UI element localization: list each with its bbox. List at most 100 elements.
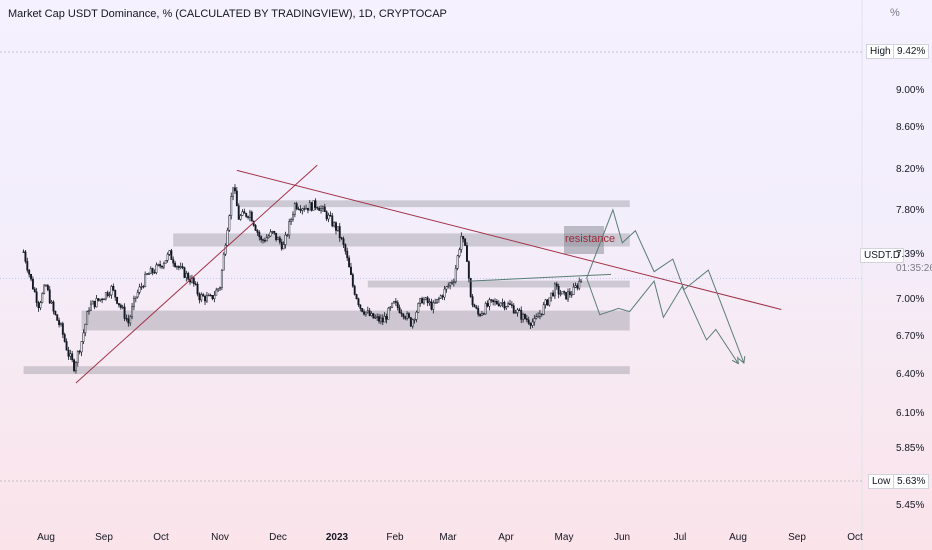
candle-body [170, 250, 173, 260]
candle-body [510, 304, 513, 306]
candle-body [378, 316, 380, 322]
candle-body [50, 301, 53, 304]
candle-body [91, 300, 94, 305]
candle-body [368, 310, 371, 316]
y-tick-label: 9.00% [896, 85, 925, 96]
resistance-annotation[interactable]: resistance [565, 233, 616, 245]
candle-body [495, 300, 498, 305]
candle-body [181, 266, 184, 268]
candle-body [477, 308, 480, 315]
candle-body [402, 313, 405, 318]
candle-body [263, 240, 266, 242]
candle-body [74, 362, 77, 371]
candle-body [205, 295, 208, 302]
candle-body [385, 316, 388, 320]
candle-body [134, 296, 137, 299]
projection-arrow-head [738, 356, 746, 365]
candle-body [237, 205, 240, 220]
candle-body [295, 203, 298, 210]
candle-body [574, 285, 577, 288]
candle-body [292, 214, 294, 220]
chart-title: Market Cap USDT Dominance, % (CALCULATED… [8, 8, 447, 20]
candle-body [568, 291, 571, 295]
candle-body [550, 292, 553, 299]
candle-body [323, 206, 326, 212]
candle-body [381, 317, 384, 323]
candle-body [132, 298, 135, 308]
candle-body [509, 303, 511, 305]
candle-body [260, 236, 263, 240]
candle-body [344, 244, 347, 252]
candle-body [273, 230, 276, 234]
candle-body [305, 207, 308, 210]
support-resistance-zone [23, 366, 630, 375]
candle-body [473, 304, 476, 308]
candle-body [149, 268, 152, 275]
candle-body [151, 268, 154, 273]
percent-scale-button[interactable]: % [890, 7, 900, 19]
candle-body [316, 207, 319, 209]
candle-body [142, 286, 145, 288]
projection-path [586, 208, 745, 364]
candle-body [114, 289, 117, 298]
candle-body [61, 323, 64, 335]
candle-body [299, 208, 302, 211]
candle-body [391, 302, 394, 308]
candle-body [514, 312, 517, 314]
candle-body [288, 221, 291, 236]
candle-body [256, 230, 259, 233]
candle-body [527, 319, 530, 324]
candle-body [76, 351, 79, 363]
candle-body [501, 302, 504, 304]
candle-body [277, 237, 279, 241]
candle-body [544, 299, 547, 306]
candle-body [127, 318, 130, 324]
candle-body [164, 260, 167, 264]
candle-body [192, 277, 195, 285]
candle-body [522, 314, 525, 320]
x-tick-label: Sep [95, 532, 113, 543]
candle-body [254, 225, 257, 231]
candle-body [286, 234, 289, 237]
candle-body [222, 253, 225, 271]
candle-body [475, 306, 478, 309]
candle-body [422, 299, 425, 304]
candle-body [228, 215, 231, 231]
candle-body [383, 316, 386, 323]
candle-body [499, 302, 502, 307]
candle-body [389, 306, 392, 309]
y-tick-label: 5.85% [896, 443, 925, 454]
candle-body [537, 316, 540, 318]
candle-body [224, 245, 227, 255]
candle-body [321, 206, 324, 209]
candle-body [35, 291, 38, 303]
candle-body [552, 292, 554, 297]
candle-body [441, 295, 444, 298]
candle-body [56, 314, 59, 321]
candle-body [116, 296, 119, 304]
symbol-label: USDT.D [860, 248, 905, 263]
y-tick-label: 6.10% [896, 408, 925, 419]
y-tick-label: 5.45% [896, 500, 925, 511]
candle-body [41, 293, 44, 303]
candle-body [265, 237, 268, 242]
candle-body [248, 211, 251, 218]
candle-body [424, 297, 427, 300]
candle-body [183, 267, 186, 278]
candle-body [497, 303, 500, 307]
candle-body [387, 307, 390, 320]
candle-body [525, 318, 528, 321]
candle-body [159, 264, 162, 267]
candle-body [112, 285, 115, 291]
candle-body [31, 278, 34, 290]
candle-body [484, 303, 487, 315]
candle-body [559, 293, 562, 295]
candle-body [479, 314, 482, 316]
candle-body [480, 313, 483, 316]
candle-body [466, 245, 468, 262]
candle-body [314, 200, 317, 208]
candle-body [82, 332, 85, 342]
candle-body [505, 306, 508, 309]
